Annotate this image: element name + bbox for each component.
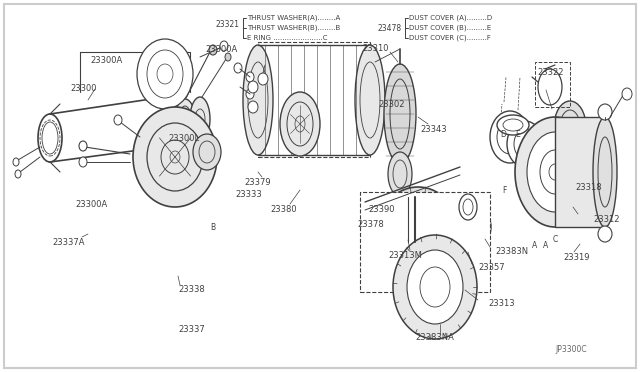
Text: 23318: 23318	[575, 183, 602, 192]
Ellipse shape	[507, 121, 543, 167]
Bar	[535, 62, 570, 107]
Bar	[258, 42, 370, 157]
Ellipse shape	[248, 81, 258, 93]
Ellipse shape	[577, 127, 597, 157]
Ellipse shape	[79, 141, 87, 151]
Text: 23390: 23390	[368, 205, 394, 214]
Ellipse shape	[593, 117, 617, 227]
Ellipse shape	[280, 92, 320, 156]
Text: 23300: 23300	[70, 83, 97, 93]
Text: DUST COVER (B).........E: DUST COVER (B).........E	[409, 25, 492, 31]
Text: F: F	[502, 186, 506, 195]
Text: 23337: 23337	[178, 324, 205, 334]
Bar	[360, 192, 490, 292]
Ellipse shape	[246, 72, 254, 82]
Bar	[555, 117, 605, 227]
Text: B: B	[210, 222, 215, 231]
Ellipse shape	[243, 45, 273, 155]
Text: DUST COVER (C).........F: DUST COVER (C).........F	[409, 35, 491, 41]
Ellipse shape	[220, 41, 228, 51]
Text: 23312: 23312	[593, 215, 620, 224]
Ellipse shape	[388, 152, 412, 196]
Ellipse shape	[355, 45, 385, 155]
Text: 23302: 23302	[378, 99, 404, 109]
Text: 23357: 23357	[478, 263, 504, 272]
Text: JP3300C: JP3300C	[555, 346, 587, 355]
Ellipse shape	[225, 53, 231, 61]
Ellipse shape	[386, 202, 450, 282]
Text: 23380: 23380	[270, 205, 296, 214]
Ellipse shape	[455, 205, 491, 249]
Text: 23322: 23322	[537, 67, 563, 77]
Ellipse shape	[373, 187, 463, 297]
Text: 23300A: 23300A	[205, 45, 237, 54]
Text: DUST COVER (A).........D: DUST COVER (A).........D	[409, 15, 492, 21]
Text: 23313M: 23313M	[388, 250, 422, 260]
Ellipse shape	[598, 226, 612, 242]
Ellipse shape	[13, 158, 19, 166]
Ellipse shape	[246, 89, 254, 99]
Text: THRUST WASHER(B)........B: THRUST WASHER(B)........B	[247, 25, 340, 31]
Text: 23343: 23343	[420, 125, 447, 134]
Text: 23319: 23319	[563, 253, 589, 262]
Text: D: D	[500, 129, 506, 138]
Ellipse shape	[193, 134, 221, 170]
Text: 23321: 23321	[215, 19, 239, 29]
Ellipse shape	[622, 88, 632, 100]
Text: A: A	[543, 241, 548, 250]
Ellipse shape	[137, 39, 193, 109]
Ellipse shape	[527, 132, 583, 212]
Text: 23300L: 23300L	[168, 134, 199, 142]
Ellipse shape	[190, 97, 210, 141]
Text: C: C	[553, 234, 558, 244]
Text: 23300A: 23300A	[75, 199, 108, 208]
Ellipse shape	[209, 45, 217, 55]
Text: 23383N: 23383N	[495, 247, 528, 257]
Text: 23478: 23478	[377, 23, 401, 32]
Text: 23337A: 23337A	[52, 237, 84, 247]
Text: 23383NA: 23383NA	[415, 333, 454, 341]
Ellipse shape	[79, 157, 87, 167]
Ellipse shape	[459, 194, 477, 220]
Ellipse shape	[393, 235, 477, 339]
Ellipse shape	[407, 250, 463, 324]
Ellipse shape	[258, 73, 268, 85]
Ellipse shape	[384, 64, 416, 164]
Text: 23378: 23378	[357, 219, 384, 228]
Ellipse shape	[175, 99, 195, 139]
Text: E RING ......................C: E RING ......................C	[247, 35, 328, 41]
Ellipse shape	[133, 107, 217, 207]
Text: 23310: 23310	[362, 44, 388, 52]
Ellipse shape	[490, 111, 530, 163]
Text: 23338: 23338	[178, 285, 205, 295]
Text: E: E	[515, 129, 520, 138]
Text: A: A	[532, 241, 537, 250]
Text: 23333: 23333	[235, 189, 262, 199]
Ellipse shape	[248, 101, 258, 113]
Ellipse shape	[515, 117, 595, 227]
Ellipse shape	[598, 104, 612, 120]
Text: 23379: 23379	[244, 177, 271, 186]
Ellipse shape	[497, 115, 529, 135]
Ellipse shape	[114, 115, 122, 125]
Text: THRUST WASHER(A)........A: THRUST WASHER(A)........A	[247, 15, 340, 21]
Ellipse shape	[554, 101, 586, 153]
Text: 23300A: 23300A	[90, 55, 122, 64]
Ellipse shape	[15, 170, 21, 178]
Text: 23313: 23313	[488, 299, 515, 308]
